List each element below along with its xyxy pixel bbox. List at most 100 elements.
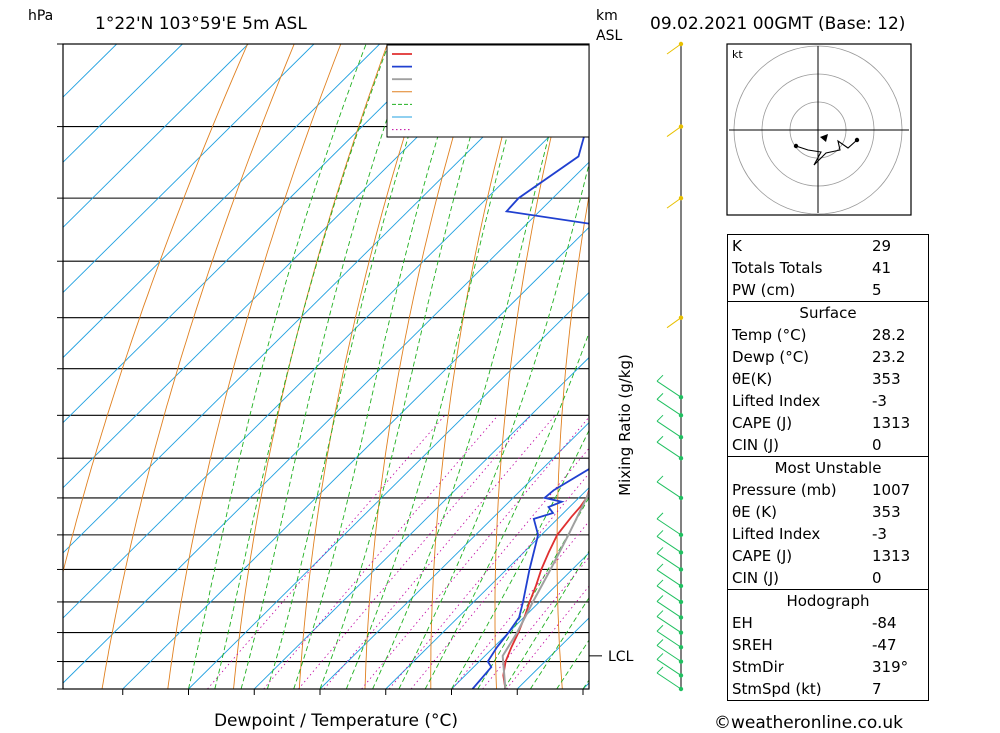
wind-barb-shaft bbox=[656, 616, 682, 633]
dry-adiabat-line bbox=[63, 44, 249, 574]
row-value: -3 bbox=[872, 392, 887, 410]
mixing-ratio-axis-label: Mixing Ratio (g/kg) bbox=[616, 354, 634, 496]
row-value: 319° bbox=[872, 658, 909, 676]
row-label: SREH bbox=[732, 636, 773, 654]
wet-adiabat-line bbox=[372, 44, 574, 689]
dry-adiabat-line bbox=[233, 44, 388, 689]
wind-barb-shaft bbox=[656, 630, 682, 648]
wet-adiabat-line bbox=[424, 331, 589, 689]
table-row: CIN (J) 0 bbox=[728, 567, 928, 589]
wind-barb-feather bbox=[656, 666, 664, 674]
table-row: Temp (°C) 28.2 bbox=[728, 324, 928, 346]
unit-km-label: km bbox=[596, 8, 618, 24]
isotherm-line bbox=[63, 44, 315, 294]
row-label: EH bbox=[732, 614, 753, 632]
wind-barbs bbox=[656, 41, 684, 692]
table-row: StmSpd (kt) 7 bbox=[728, 678, 928, 700]
dewpoint-line bbox=[471, 115, 589, 689]
wind-barb-shaft bbox=[666, 317, 682, 329]
hodograph-trace bbox=[795, 139, 858, 166]
table-row: CIN (J) 0 bbox=[728, 434, 928, 456]
dry-adiabats-layer bbox=[63, 44, 589, 689]
unit-hpa-label: hPa bbox=[28, 8, 53, 24]
wind-barb-shaft bbox=[656, 481, 682, 499]
isotherm-line bbox=[63, 44, 446, 424]
hodograph-top-point bbox=[854, 137, 860, 143]
wind-barb-feather bbox=[656, 392, 664, 400]
row-value: 0 bbox=[872, 569, 882, 587]
table-row: PW (cm) 5 bbox=[728, 279, 928, 301]
isotherm-line bbox=[253, 356, 589, 689]
row-value: -47 bbox=[872, 636, 897, 654]
wind-barb-feather bbox=[656, 512, 664, 520]
indices-rows: K 29 Totals Totals 41 PW (cm) 5 bbox=[728, 235, 928, 301]
row-value: 23.2 bbox=[872, 348, 906, 366]
wind-barb-shaft bbox=[666, 197, 682, 209]
wind-barb-feather bbox=[656, 639, 664, 646]
location-title: 1°22'N 103°59'E 5m ASL bbox=[95, 14, 307, 34]
wind-barb-feather bbox=[656, 435, 664, 443]
row-label: Lifted Index bbox=[732, 525, 821, 543]
row-label: θE(K) bbox=[732, 370, 773, 388]
hodograph-title: Hodograph bbox=[728, 589, 928, 612]
isotherm-line bbox=[63, 44, 381, 359]
row-value: 28.2 bbox=[872, 326, 906, 344]
surface-rows: Temp (°C) 28.2 Dewp (°C) 23.2 θE(K) 353 Lifted… bbox=[728, 324, 928, 456]
dry-adiabat-line bbox=[167, 44, 342, 689]
wet-adiabat-line bbox=[451, 429, 589, 689]
wind-barb-shaft bbox=[656, 601, 682, 618]
wet-adiabat-line bbox=[266, 44, 439, 689]
most-unstable-rows: Pressure (mb) 1007 θE (K) 353 Lifted Index -3… bbox=[728, 479, 928, 589]
dry-adiabat-line bbox=[101, 44, 295, 689]
row-label: Temp (°C) bbox=[732, 326, 807, 344]
wind-barb-feather bbox=[656, 595, 664, 602]
series-layer bbox=[471, 115, 589, 689]
row-label: PW (cm) bbox=[732, 281, 796, 299]
row-label: Lifted Index bbox=[732, 392, 821, 410]
most-unstable-title: Most Unstable bbox=[728, 456, 928, 479]
wet-adiabat-line bbox=[345, 44, 534, 689]
row-value: -84 bbox=[872, 614, 897, 632]
isotherm-line bbox=[385, 487, 589, 689]
row-label: K bbox=[732, 237, 742, 255]
hodograph-plot bbox=[729, 45, 909, 215]
wind-barb-shaft bbox=[656, 645, 682, 662]
hodograph-rows: EH -84 SREH -47 StmDir 319° StmSpd (kt) 7 bbox=[728, 612, 928, 700]
row-value: 0 bbox=[872, 436, 882, 454]
hodograph-storm-motion-marker bbox=[820, 134, 828, 142]
isotherm-line bbox=[319, 422, 589, 689]
wind-barb-shaft bbox=[656, 672, 682, 690]
wet-adiabat-line bbox=[240, 44, 413, 689]
row-value: 7 bbox=[872, 680, 882, 698]
plot-frame bbox=[62, 43, 590, 690]
row-value: 41 bbox=[872, 259, 892, 277]
row-label: CAPE (J) bbox=[732, 414, 793, 432]
hodograph: kt bbox=[726, 43, 912, 216]
pressure-ticks bbox=[57, 43, 63, 690]
datetime-title: 09.02.2021 00GMT (Base: 12) bbox=[650, 14, 905, 34]
dry-adiabat-line bbox=[298, 44, 435, 689]
hodograph-unit: kt bbox=[732, 48, 743, 61]
table-row: Dewp (°C) 23.2 bbox=[728, 346, 928, 368]
row-label: Pressure (mb) bbox=[732, 481, 837, 499]
row-label: CAPE (J) bbox=[732, 547, 793, 565]
table-row: CAPE (J) 1313 bbox=[728, 412, 928, 434]
row-label: Totals Totals bbox=[732, 259, 823, 277]
wet-adiabat-line bbox=[214, 44, 390, 689]
wind-barb-feather bbox=[656, 414, 664, 422]
wind-barb-feather bbox=[656, 563, 664, 571]
row-label: CIN (J) bbox=[732, 569, 780, 587]
row-label: CIN (J) bbox=[732, 436, 780, 454]
isotherm-line bbox=[122, 226, 589, 689]
temperature-ticks bbox=[122, 689, 584, 695]
isotherms-layer bbox=[63, 44, 589, 689]
isotherm-line bbox=[63, 44, 249, 228]
surface-title: Surface bbox=[728, 301, 928, 324]
mixing-ratio-line bbox=[207, 415, 446, 689]
dry-adiabat-line bbox=[556, 193, 589, 689]
isotherm-line bbox=[188, 291, 589, 689]
table-row: StmDir 319° bbox=[728, 656, 928, 678]
row-value: 29 bbox=[872, 237, 892, 255]
isotherm-line bbox=[63, 161, 589, 684]
isotherm-line bbox=[63, 44, 578, 554]
